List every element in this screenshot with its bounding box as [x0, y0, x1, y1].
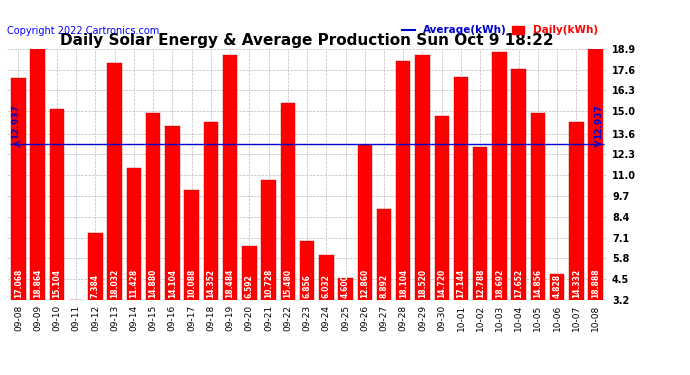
Bar: [11, 78, 26, 300]
Text: 12.860: 12.860: [360, 269, 369, 298]
Bar: [569, 122, 584, 300]
Bar: [511, 69, 526, 300]
Bar: [415, 55, 430, 300]
Bar: [281, 104, 295, 300]
Text: 4.600: 4.600: [341, 274, 350, 298]
Bar: [550, 274, 564, 300]
Text: 12.788: 12.788: [475, 269, 484, 298]
Text: Copyright 2022 Cartronics.com: Copyright 2022 Cartronics.com: [7, 26, 159, 36]
Text: 12.937: 12.937: [594, 105, 603, 140]
Text: 11.428: 11.428: [130, 269, 139, 298]
Text: 18.104: 18.104: [399, 269, 408, 298]
Text: 6.032: 6.032: [322, 274, 331, 298]
Text: 10.088: 10.088: [187, 269, 196, 298]
Bar: [223, 56, 237, 300]
Legend: Average(kWh), Daily(kWh): Average(kWh), Daily(kWh): [398, 21, 602, 40]
Text: 14.332: 14.332: [572, 269, 581, 298]
Text: 18.888: 18.888: [591, 269, 600, 298]
Bar: [127, 168, 141, 300]
Text: 18.864: 18.864: [33, 269, 42, 298]
Bar: [319, 255, 333, 300]
Bar: [88, 233, 103, 300]
Bar: [300, 242, 314, 300]
Bar: [146, 113, 160, 300]
Text: 6.592: 6.592: [245, 274, 254, 298]
Text: 10.728: 10.728: [264, 269, 273, 298]
Text: 18.520: 18.520: [418, 269, 427, 298]
Text: 18.692: 18.692: [495, 269, 504, 298]
Text: 14.352: 14.352: [206, 269, 215, 298]
Bar: [473, 147, 487, 300]
Text: 4.828: 4.828: [553, 274, 562, 298]
Bar: [242, 246, 257, 300]
Text: 14.720: 14.720: [437, 269, 446, 298]
Text: 14.104: 14.104: [168, 269, 177, 298]
Text: 17.144: 17.144: [457, 269, 466, 298]
Bar: [204, 122, 218, 300]
Bar: [338, 278, 353, 300]
Bar: [108, 63, 122, 300]
Text: 15.480: 15.480: [284, 269, 293, 298]
Text: 14.856: 14.856: [533, 269, 542, 298]
Bar: [454, 77, 469, 300]
Text: 14.880: 14.880: [148, 269, 157, 298]
Bar: [492, 52, 506, 300]
Bar: [589, 49, 603, 300]
Text: 18.484: 18.484: [226, 269, 235, 298]
Text: 6.856: 6.856: [302, 274, 312, 298]
Text: 15.104: 15.104: [52, 269, 61, 298]
Bar: [435, 116, 449, 300]
Bar: [50, 110, 64, 300]
Text: 18.032: 18.032: [110, 269, 119, 298]
Bar: [396, 62, 411, 300]
Bar: [377, 209, 391, 300]
Text: 17.652: 17.652: [514, 269, 523, 298]
Title: Daily Solar Energy & Average Production Sun Oct 9 18:22: Daily Solar Energy & Average Production …: [60, 33, 554, 48]
Text: 17.068: 17.068: [14, 269, 23, 298]
Text: 12.937: 12.937: [11, 105, 20, 140]
Bar: [30, 50, 45, 300]
Bar: [531, 114, 545, 300]
Bar: [184, 190, 199, 300]
Bar: [262, 180, 276, 300]
Text: 8.892: 8.892: [380, 274, 388, 298]
Bar: [165, 126, 179, 300]
Bar: [357, 146, 372, 300]
Text: 7.384: 7.384: [91, 274, 100, 298]
